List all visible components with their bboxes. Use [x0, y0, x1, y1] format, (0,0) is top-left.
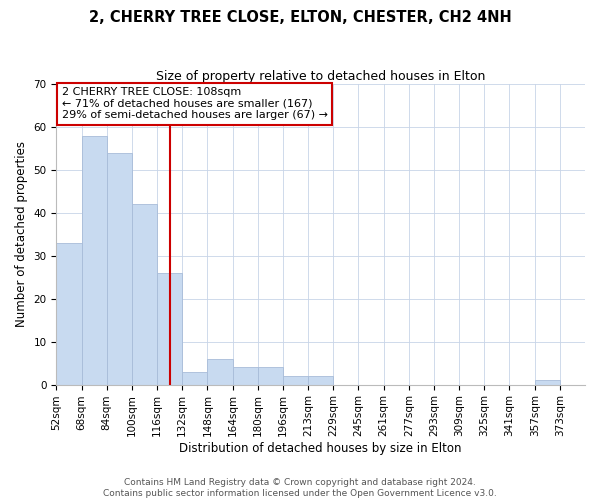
Bar [283, 376, 308, 384]
Title: Size of property relative to detached houses in Elton: Size of property relative to detached ho… [156, 70, 485, 83]
Bar [56, 243, 82, 384]
X-axis label: Distribution of detached houses by size in Elton: Distribution of detached houses by size … [179, 442, 462, 455]
Bar [82, 136, 107, 384]
Bar [107, 153, 132, 384]
Text: Contains HM Land Registry data © Crown copyright and database right 2024.
Contai: Contains HM Land Registry data © Crown c… [103, 478, 497, 498]
Bar [535, 380, 560, 384]
Text: 2, CHERRY TREE CLOSE, ELTON, CHESTER, CH2 4NH: 2, CHERRY TREE CLOSE, ELTON, CHESTER, CH… [89, 10, 511, 25]
Bar [132, 204, 157, 384]
Text: 2 CHERRY TREE CLOSE: 108sqm
← 71% of detached houses are smaller (167)
29% of se: 2 CHERRY TREE CLOSE: 108sqm ← 71% of det… [62, 87, 328, 120]
Bar [157, 273, 182, 384]
Bar [258, 368, 283, 384]
Bar [182, 372, 208, 384]
Bar [233, 368, 258, 384]
Bar [308, 376, 333, 384]
Y-axis label: Number of detached properties: Number of detached properties [15, 142, 28, 328]
Bar [208, 359, 233, 384]
